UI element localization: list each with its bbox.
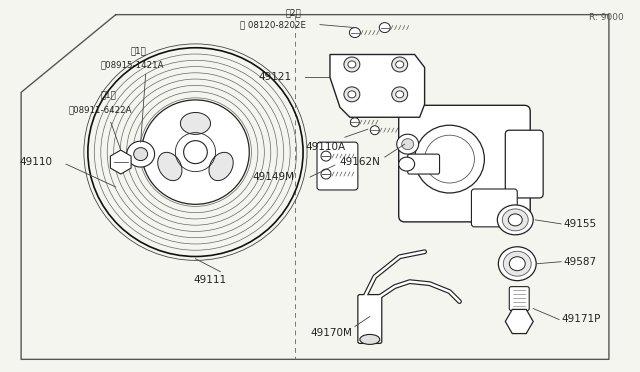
Ellipse shape [392, 57, 408, 72]
Text: （2）: （2） [285, 8, 301, 17]
Ellipse shape [396, 61, 404, 68]
Ellipse shape [321, 151, 331, 161]
Ellipse shape [157, 152, 182, 181]
Ellipse shape [348, 91, 356, 98]
Ellipse shape [402, 139, 413, 150]
Text: Ⓑ 08120-8202E: Ⓑ 08120-8202E [240, 20, 307, 29]
Ellipse shape [415, 125, 484, 193]
FancyBboxPatch shape [358, 295, 382, 343]
Text: 49170M: 49170M [310, 328, 352, 339]
Text: 49155: 49155 [563, 219, 596, 229]
Ellipse shape [509, 257, 525, 271]
Text: 49149M: 49149M [252, 172, 294, 182]
Text: ⓜ08915-1421A: ⓜ08915-1421A [101, 60, 164, 69]
FancyBboxPatch shape [317, 142, 358, 190]
Ellipse shape [141, 100, 249, 204]
Ellipse shape [499, 247, 536, 280]
Ellipse shape [344, 87, 360, 102]
Ellipse shape [399, 157, 415, 171]
Polygon shape [330, 54, 424, 117]
Text: 49162N: 49162N [340, 157, 381, 167]
Ellipse shape [508, 214, 522, 226]
Ellipse shape [134, 148, 148, 161]
Ellipse shape [497, 205, 533, 235]
FancyBboxPatch shape [506, 130, 543, 198]
Ellipse shape [180, 112, 211, 134]
FancyBboxPatch shape [408, 154, 440, 174]
Text: （1）: （1） [131, 46, 147, 55]
FancyBboxPatch shape [472, 189, 517, 227]
Ellipse shape [396, 91, 404, 98]
Ellipse shape [392, 87, 408, 102]
Ellipse shape [209, 152, 233, 181]
Ellipse shape [397, 134, 419, 154]
Ellipse shape [350, 118, 359, 127]
Text: （1）: （1） [101, 90, 116, 99]
Ellipse shape [380, 23, 390, 33]
Ellipse shape [127, 141, 155, 167]
Ellipse shape [502, 209, 528, 231]
Text: 49110: 49110 [19, 157, 52, 167]
Text: 49171P: 49171P [561, 314, 600, 324]
Ellipse shape [348, 61, 356, 68]
Ellipse shape [371, 126, 380, 135]
Text: R: 9000: R: 9000 [589, 13, 624, 22]
Ellipse shape [503, 251, 531, 276]
FancyBboxPatch shape [509, 286, 529, 311]
Text: 49121: 49121 [258, 73, 291, 83]
Ellipse shape [344, 57, 360, 72]
Ellipse shape [184, 141, 207, 164]
Text: 49111: 49111 [194, 275, 227, 285]
Ellipse shape [321, 169, 331, 179]
Text: 49110A: 49110A [305, 142, 345, 152]
Ellipse shape [349, 28, 360, 38]
FancyBboxPatch shape [399, 105, 530, 222]
Ellipse shape [360, 334, 380, 344]
Text: 49587: 49587 [563, 257, 596, 267]
Text: ⓝ08911-6422A: ⓝ08911-6422A [69, 106, 132, 115]
